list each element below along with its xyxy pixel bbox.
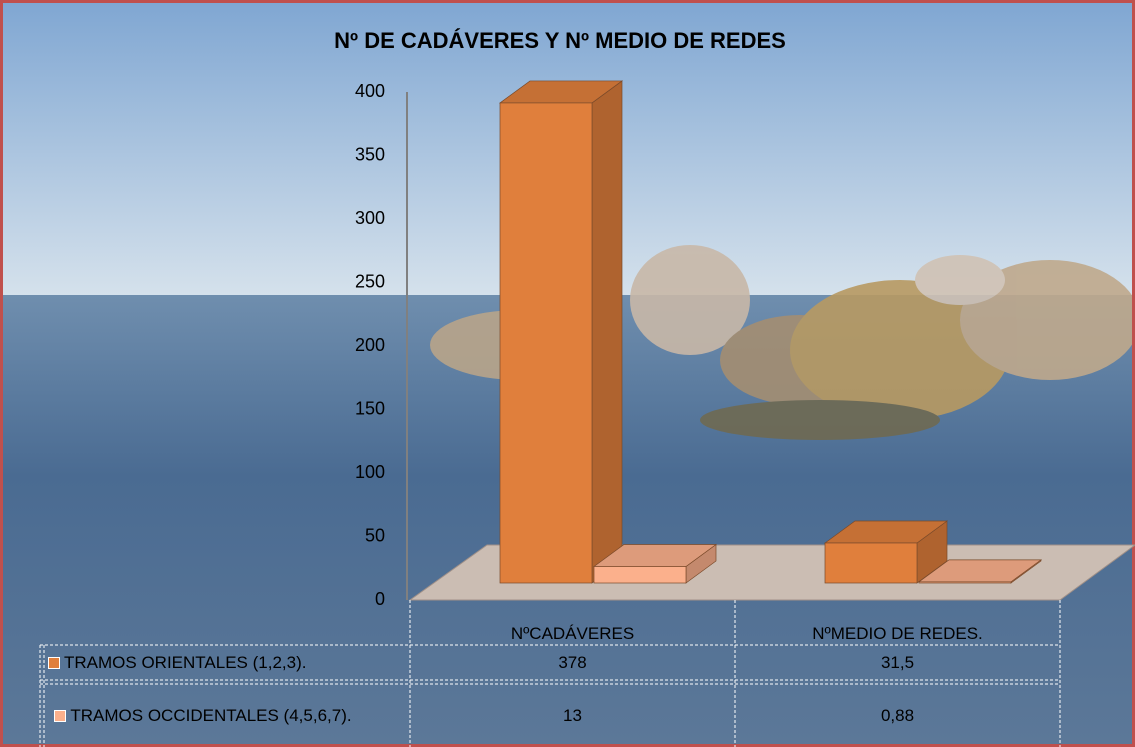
- legend-item: TRAMOS OCCIDENTALES (4,5,6,7).: [54, 705, 352, 727]
- column-header: NºMEDIO DE REDES.: [735, 622, 1060, 645]
- bar-side: [591, 80, 623, 584]
- legend-cell-text: TRAMOS OCCIDENTALES (4,5,6,7).: [70, 705, 352, 725]
- bar: [824, 542, 918, 584]
- y-tick-label: 200: [355, 335, 385, 355]
- y-tick-label: 400: [355, 81, 385, 101]
- legend-swatch: [54, 710, 67, 723]
- table-value: 0,88: [735, 684, 1060, 747]
- y-tick-label: 0: [375, 589, 385, 609]
- legend-cell: TRAMOS ORIENTALES (1,2,3).: [48, 645, 408, 680]
- legend-swatch: [48, 657, 60, 670]
- column-header: NºCADÁVERES: [410, 622, 735, 645]
- table-value: 31,5: [735, 645, 1060, 680]
- y-tick-label: 300: [355, 208, 385, 228]
- table-value: 13: [410, 684, 735, 747]
- rocks: [430, 245, 1135, 440]
- table-value-text: 31,5: [880, 652, 915, 672]
- bar: [918, 581, 1012, 584]
- bar: [593, 566, 687, 584]
- y-tick-label: 50: [365, 525, 385, 545]
- y-tick-label: 100: [355, 462, 385, 482]
- y-tick-label: 150: [355, 398, 385, 418]
- table-value-text: 378: [558, 652, 587, 672]
- y-tick-label: 250: [355, 271, 385, 291]
- table-value-text: 13: [563, 705, 582, 725]
- bar: [499, 102, 593, 584]
- legend-cell-text: TRAMOS ORIENTALES (1,2,3).: [64, 652, 307, 672]
- chart-title: Nº DE CADÁVERES Y Nº MEDIO DE REDES: [334, 28, 786, 53]
- column-header-text: NºCADÁVERES: [510, 623, 635, 643]
- table-value-text: 0,88: [880, 705, 915, 725]
- legend-item: TRAMOS ORIENTALES (1,2,3).: [48, 653, 306, 673]
- table-grid: [39, 600, 1061, 747]
- y-tick-label: 350: [355, 144, 385, 164]
- legend-cell: TRAMOS OCCIDENTALES (4,5,6,7).: [48, 684, 358, 747]
- column-header-text: NºMEDIO DE REDES.: [812, 623, 983, 643]
- table-value: 378: [410, 645, 735, 680]
